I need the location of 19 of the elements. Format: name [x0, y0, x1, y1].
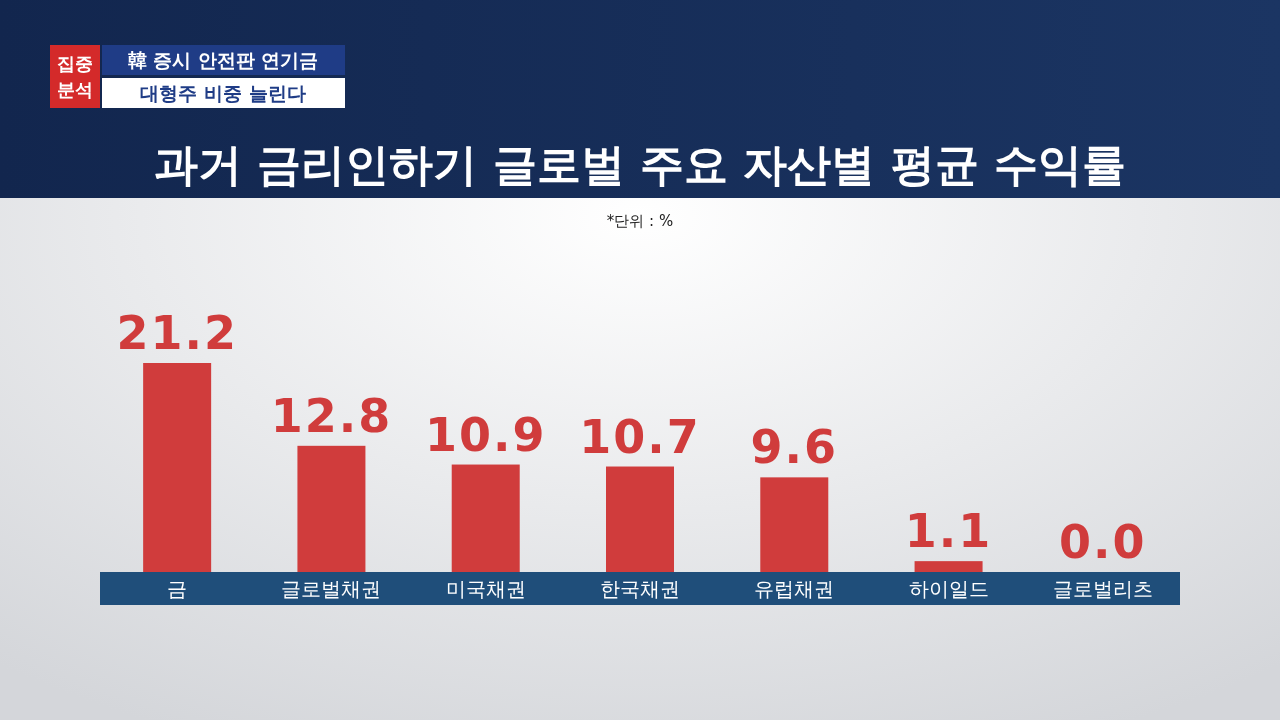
x-tick-label: 글로벌채권 [281, 577, 382, 601]
chart-subtitle: *단위 : % [606, 212, 674, 230]
x-tick-label: 한국채권 [600, 577, 680, 601]
data-label: 1.1 [904, 504, 993, 559]
x-tick-label: 글로벌리츠 [1052, 577, 1153, 601]
x-tick-label: 미국채권 [445, 577, 526, 601]
data-label: 12.8 [270, 388, 393, 443]
text: 韓 증시 안전판 연기금 [127, 49, 319, 71]
data-label: 0.0 [1059, 515, 1147, 569]
data-label: 10.9 [424, 407, 547, 462]
data-label: 10.7 [579, 409, 701, 464]
data-label: 9.6 [750, 420, 839, 475]
x-tick-label: 유럽채권 [754, 577, 835, 601]
x-tick-label: 금 [167, 577, 188, 601]
text: 대형주 비중 늘린다 [140, 82, 306, 104]
x-tick-label: 하이일드 [908, 577, 989, 601]
text: 집중 분석 [57, 53, 93, 100]
chart-title: 과거 금리인하기 글로벌 주요 자산별 평균 수익률 [154, 139, 1126, 190]
data-label: 21.2 [116, 306, 238, 360]
